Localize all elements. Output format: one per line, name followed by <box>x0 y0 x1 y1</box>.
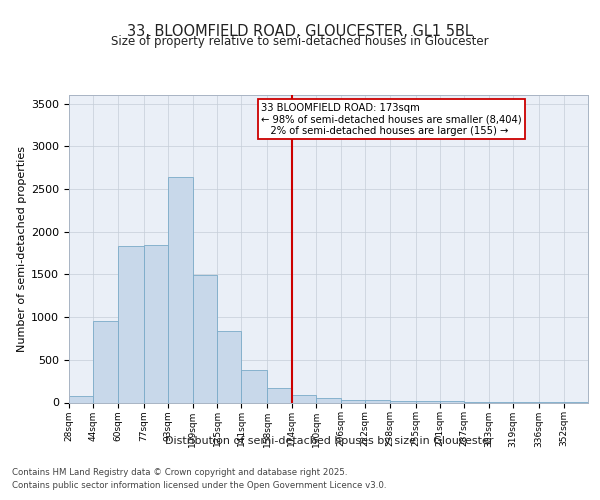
Bar <box>168 177 193 402</box>
Bar <box>292 395 316 402</box>
Text: Contains public sector information licensed under the Open Government Licence v3: Contains public sector information licen… <box>12 480 386 490</box>
Text: 33, BLOOMFIELD ROAD, GLOUCESTER, GL1 5BL: 33, BLOOMFIELD ROAD, GLOUCESTER, GL1 5BL <box>127 24 473 38</box>
Bar <box>416 401 440 402</box>
Bar <box>94 322 118 402</box>
Y-axis label: Number of semi-detached properties: Number of semi-detached properties <box>17 146 27 352</box>
Text: 33 BLOOMFIELD ROAD: 173sqm
← 98% of semi-detached houses are smaller (8,404)
   : 33 BLOOMFIELD ROAD: 173sqm ← 98% of semi… <box>261 102 521 136</box>
Bar <box>316 398 341 402</box>
Text: Distribution of semi-detached houses by size in Gloucester: Distribution of semi-detached houses by … <box>164 436 493 446</box>
Bar <box>217 331 241 402</box>
Bar <box>69 396 94 402</box>
Bar <box>144 246 168 402</box>
Bar <box>193 275 217 402</box>
Bar <box>365 400 389 402</box>
Text: Size of property relative to semi-detached houses in Gloucester: Size of property relative to semi-detach… <box>111 36 489 49</box>
Bar <box>341 400 365 402</box>
Text: Contains HM Land Registry data © Crown copyright and database right 2025.: Contains HM Land Registry data © Crown c… <box>12 468 347 477</box>
Bar <box>389 401 416 402</box>
Bar <box>268 388 292 402</box>
Bar <box>241 370 268 402</box>
Bar <box>118 246 144 402</box>
